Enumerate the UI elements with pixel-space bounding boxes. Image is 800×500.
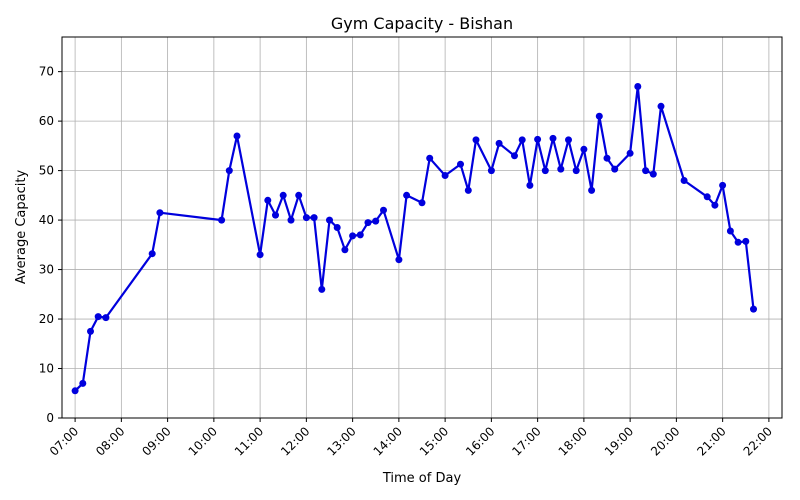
series-line (74, 85, 755, 392)
data-point (256, 251, 264, 259)
data-point (441, 172, 449, 179)
data-point (657, 102, 665, 110)
x-tick-label: 17:00 (509, 424, 543, 458)
x-tick-label: 11:00 (232, 424, 266, 458)
data-point (403, 191, 411, 199)
data-point (457, 160, 464, 168)
x-tick-label: 15:00 (417, 424, 451, 458)
y-tick-label: 0 (46, 411, 54, 425)
data-point (79, 379, 87, 387)
data-point (225, 167, 233, 175)
y-tick-label: 40 (39, 213, 54, 227)
x-tick-label: 09:00 (139, 424, 173, 458)
data-point (148, 250, 156, 258)
data-point (426, 154, 434, 162)
data-point (603, 154, 611, 162)
data-point (380, 206, 387, 214)
data-point (341, 246, 349, 254)
data-point (333, 224, 341, 231)
data-point (272, 211, 279, 219)
data-point (264, 196, 272, 204)
data-point (526, 181, 534, 189)
y-tick-label: 60 (39, 114, 54, 128)
data-point (742, 237, 750, 245)
data-point (372, 217, 380, 225)
data-point (549, 134, 557, 142)
data-point (626, 149, 634, 157)
y-tick-label: 70 (39, 65, 54, 79)
data-point (233, 132, 241, 140)
y-axis-title: Average Capacity (14, 170, 29, 285)
data-point (565, 136, 572, 144)
data-point (318, 285, 326, 293)
data-point (557, 165, 565, 173)
x-tick-label: 10:00 (186, 424, 220, 458)
x-axis: 07:00 08:00 09:00 10:00 11:00 12:00 13:00 14:00… (47, 418, 775, 459)
y-tick-label: 30 (39, 263, 54, 277)
data-point (595, 112, 603, 120)
y-axis: 0 10 20 30 40 50 60 70 (39, 65, 62, 425)
data-point (302, 214, 310, 222)
data-point (295, 191, 303, 199)
x-tick-label: 21:00 (694, 424, 728, 458)
x-tick-label: 12:00 (278, 424, 312, 458)
x-tick-label: 19:00 (602, 424, 636, 458)
x-tick-label: 16:00 (463, 424, 497, 458)
data-point (71, 387, 79, 395)
data-point (703, 193, 711, 201)
data-point (534, 135, 542, 143)
data-point (464, 186, 472, 194)
x-tick-label: 08:00 (93, 424, 127, 458)
data-point (310, 214, 318, 222)
data-point (94, 313, 102, 321)
data-point (287, 216, 295, 224)
data-point (572, 167, 580, 175)
data-point (588, 186, 596, 194)
x-tick-label: 13:00 (324, 424, 358, 458)
data-point (279, 191, 287, 199)
data-point (719, 181, 727, 189)
data-point (680, 177, 688, 184)
data-point (102, 314, 110, 322)
data-point (734, 238, 742, 246)
data-point (750, 305, 757, 313)
data-point (349, 232, 357, 240)
data-point (487, 167, 495, 175)
data-point (218, 216, 226, 224)
y-tick-label: 50 (39, 164, 54, 178)
y-tick-label: 20 (39, 312, 54, 326)
data-point (156, 209, 164, 217)
x-tick-label: 22:00 (741, 424, 775, 458)
data-point (511, 152, 518, 160)
y-tick-label: 10 (39, 362, 54, 376)
x-tick-label: 07:00 (47, 424, 81, 458)
chart-title: Gym Capacity - Bishan (331, 14, 513, 33)
data-point (364, 219, 372, 227)
data-point (356, 231, 364, 239)
series-layer (71, 83, 757, 395)
data-point (642, 167, 650, 175)
x-tick-label: 20:00 (648, 424, 682, 458)
data-point (326, 216, 333, 224)
data-point (634, 83, 642, 90)
x-axis-title: Time of Day (382, 471, 462, 486)
data-point (726, 227, 734, 235)
data-point (711, 201, 719, 209)
data-point (611, 165, 619, 173)
x-tick-label: 14:00 (371, 424, 405, 458)
data-point (580, 145, 588, 153)
data-point (541, 167, 549, 175)
plot-frame (61, 36, 783, 419)
data-point (418, 199, 426, 207)
data-point (495, 139, 503, 147)
data-point (518, 136, 526, 144)
grid (62, 37, 782, 419)
data-point (395, 256, 403, 264)
data-point (649, 170, 657, 178)
x-tick-label: 18:00 (556, 424, 590, 458)
data-point (472, 136, 480, 144)
data-point (87, 327, 94, 335)
